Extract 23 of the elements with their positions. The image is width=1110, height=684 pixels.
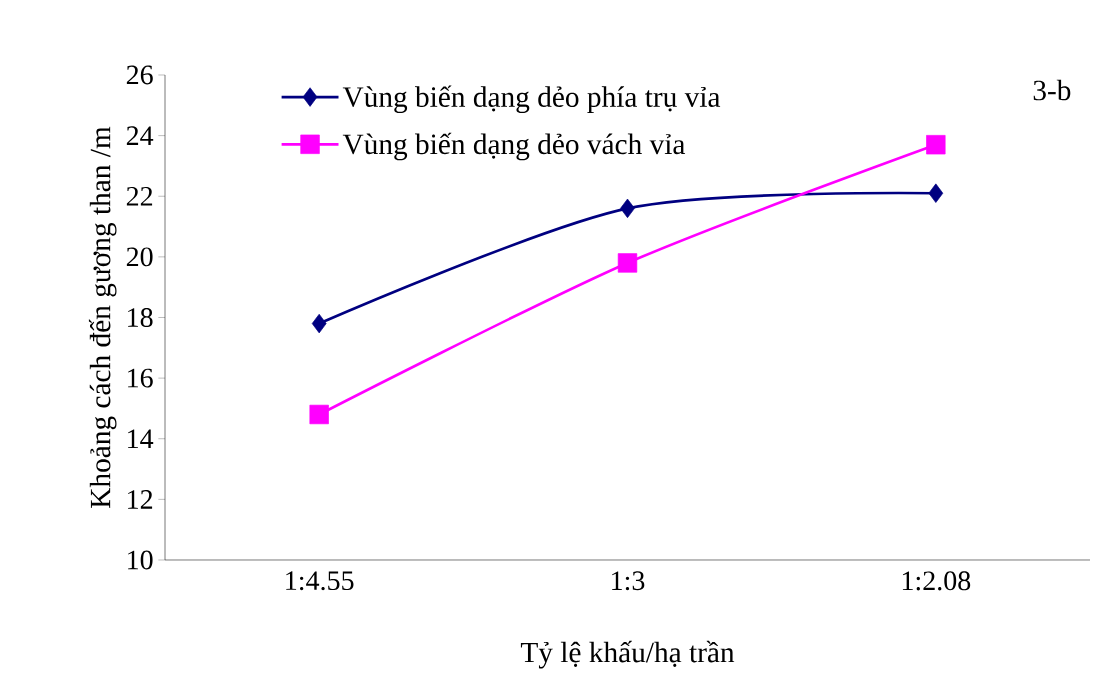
y-axis-title: Khoảng cách đến gương than /m [88,126,117,508]
y-tick-label: 24 [126,126,154,145]
y-tick-label: 14 [128,429,154,448]
y-tick-label: 10 [128,550,153,570]
point [928,183,944,203]
legend-label: Vùng biến dạng dẻo vách vỉa [342,132,686,161]
y-tick-label: 16 [128,368,153,388]
y-tick-label: 18 [128,308,153,327]
x-tick-label: 1:2.08 [902,571,971,591]
point [311,313,327,334]
y-tick-label: 12 [128,490,153,509]
point [620,198,635,219]
x-axis-title: Tỷ lệ khấu/hạ trần [520,640,735,669]
x-tick-label: 1:4.55 [286,571,354,591]
point [617,253,638,273]
point [926,135,946,155]
y-tick-label: 20 [126,247,153,267]
y-tick-label: 22 [126,186,153,206]
y-tick-label: 26 [126,65,153,85]
legend-label: Vùng biến dạng dẻo phía trụ vỉa [342,85,721,114]
x-tick-label: 1:3 [612,571,645,591]
annotation: 3-b [1033,79,1071,101]
point [309,404,329,425]
